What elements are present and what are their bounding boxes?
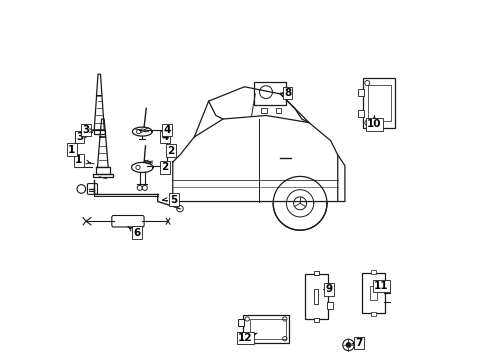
Text: 8: 8 (284, 88, 290, 98)
Text: 5: 5 (170, 195, 177, 205)
Text: 1: 1 (75, 155, 82, 165)
FancyBboxPatch shape (326, 302, 332, 310)
Text: 3: 3 (76, 132, 83, 142)
FancyBboxPatch shape (367, 85, 390, 121)
FancyBboxPatch shape (249, 319, 285, 339)
FancyBboxPatch shape (304, 274, 327, 319)
FancyBboxPatch shape (369, 286, 376, 300)
FancyBboxPatch shape (275, 108, 281, 113)
FancyBboxPatch shape (243, 315, 288, 343)
Text: 7: 7 (355, 338, 362, 348)
Text: 11: 11 (373, 281, 388, 291)
FancyBboxPatch shape (238, 319, 244, 326)
FancyBboxPatch shape (87, 184, 97, 194)
Text: 9: 9 (325, 284, 332, 294)
Text: 10: 10 (366, 120, 381, 129)
FancyBboxPatch shape (313, 289, 318, 304)
FancyBboxPatch shape (253, 82, 285, 105)
Circle shape (345, 342, 350, 347)
FancyBboxPatch shape (313, 318, 318, 322)
FancyBboxPatch shape (371, 312, 375, 316)
FancyBboxPatch shape (326, 284, 332, 292)
Text: 2: 2 (167, 145, 174, 156)
Text: 6: 6 (133, 228, 140, 238)
FancyBboxPatch shape (238, 332, 244, 339)
FancyBboxPatch shape (358, 110, 364, 117)
Text: 1: 1 (68, 144, 75, 154)
FancyBboxPatch shape (358, 89, 364, 96)
FancyBboxPatch shape (362, 273, 384, 314)
FancyBboxPatch shape (261, 108, 266, 113)
Text: 3: 3 (82, 125, 89, 135)
Text: 12: 12 (238, 333, 252, 343)
Text: 4: 4 (163, 125, 171, 135)
Text: 2: 2 (161, 162, 168, 172)
FancyBboxPatch shape (362, 78, 394, 128)
FancyBboxPatch shape (112, 216, 144, 227)
Text: 4: 4 (161, 132, 168, 142)
FancyBboxPatch shape (371, 270, 375, 274)
FancyBboxPatch shape (313, 271, 318, 275)
